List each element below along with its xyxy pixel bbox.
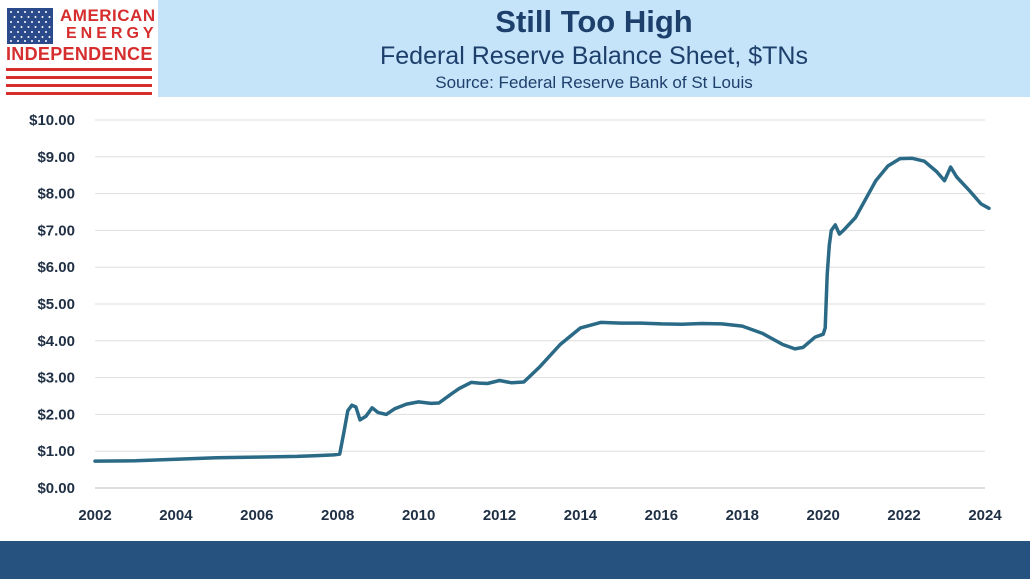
y-tick-label: $0.00 (37, 480, 75, 497)
logo-text-american: AMERICAN (60, 6, 156, 25)
logo-text-independence: INDEPENDENCE (6, 44, 153, 64)
chart-source: Source: Federal Reserve Bank of St Louis (435, 73, 753, 92)
line-chart: $0.00 $1.00 $2.00 $3.00 $4.00 $5.00 $6.00 $7.00… (29, 112, 1002, 524)
us-flag-icon (7, 8, 53, 44)
logo: AMERICAN ENERGY INDEPENDENCE (0, 0, 158, 97)
y-tick-label: $4.00 (37, 333, 75, 350)
y-tick-label: $1.00 (37, 443, 75, 460)
series-line-fed-balance-sheet (93, 156, 991, 463)
logo-stripe (6, 84, 152, 87)
x-tick-label: 2012 (483, 507, 516, 524)
x-tick-label: 2016 (645, 507, 678, 524)
series-group (93, 156, 991, 463)
x-tick-label: 2014 (564, 507, 598, 524)
logo-stripe (6, 76, 152, 79)
y-tick-label: $2.00 (37, 406, 75, 423)
logo-text-energy: ENERGY (66, 25, 158, 42)
y-tick-label: $8.00 (37, 186, 75, 203)
x-axis-tick-labels: 2002 2004 2006 2008 2010 2012 2014 2016 2018 2020… (78, 507, 1002, 524)
x-tick-label: 2010 (402, 507, 435, 524)
logo-stripe (6, 68, 152, 71)
y-tick-label: $6.00 (37, 259, 75, 276)
chart-title: Still Too High (495, 4, 693, 39)
x-tick-label: 2006 (240, 507, 273, 524)
x-tick-label: 2008 (321, 507, 354, 524)
chart-subtitle: Federal Reserve Balance Sheet, $TNs (380, 42, 808, 70)
x-tick-label: 2004 (159, 507, 193, 524)
y-tick-label: $7.00 (37, 222, 75, 239)
y-tick-label: $3.00 (37, 370, 75, 387)
y-tick-label: $10.00 (29, 112, 75, 129)
x-tick-label: 2020 (806, 507, 839, 524)
x-tick-label: 2018 (726, 507, 759, 524)
gridlines (95, 119, 985, 489)
y-axis-tick-labels: $0.00 $1.00 $2.00 $3.00 $4.00 $5.00 $6.00 $7.00… (29, 112, 75, 497)
logo-stripe (6, 92, 152, 95)
header-banner: Still Too High Federal Reserve Balance S… (158, 0, 1030, 97)
x-tick-label: 2024 (968, 507, 1002, 524)
y-tick-label: $9.00 (37, 149, 75, 166)
x-tick-label: 2022 (887, 507, 920, 524)
footer-bar (0, 541, 1030, 579)
y-tick-label: $5.00 (37, 296, 75, 313)
x-tick-label: 2002 (78, 507, 111, 524)
